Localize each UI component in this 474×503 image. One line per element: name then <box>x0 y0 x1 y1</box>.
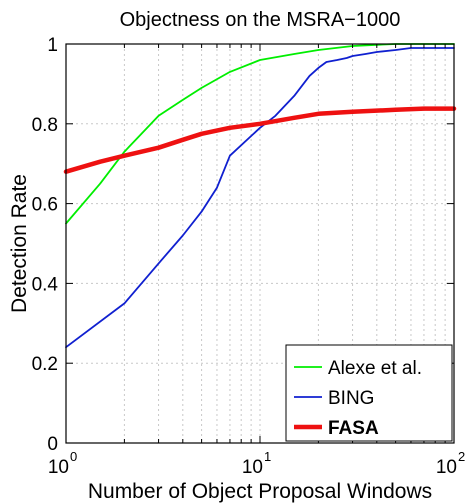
legend-entry: FASA <box>294 418 379 439</box>
legend-label: BING <box>328 388 374 409</box>
y-tick-label: 0.6 <box>32 195 58 216</box>
x-tick-label: 100 <box>48 449 77 478</box>
y-tick-label: 1 <box>47 35 58 56</box>
y-tick-label: 0 <box>47 434 58 455</box>
legend-label: Alexe et al. <box>328 358 422 379</box>
legend-label: FASA <box>328 418 379 439</box>
series-line-bing <box>65 47 455 349</box>
x-tick-base: 10 <box>242 457 263 478</box>
x-axis-label: Number of Object Proposal Windows <box>88 480 432 503</box>
x-tick-base: 10 <box>436 457 457 478</box>
legend: Alexe et al. BING FASA <box>285 344 453 442</box>
x-tick-base: 10 <box>48 457 69 478</box>
y-axis-label: Detection Rate <box>8 174 31 313</box>
y-tick-label: 0.2 <box>32 354 58 375</box>
legend-entry: BING <box>294 388 374 409</box>
x-tick-exponent: 0 <box>70 449 77 464</box>
x-tick-label: 101 <box>242 449 271 478</box>
y-tick-label: 0.8 <box>32 115 58 136</box>
x-tick-label: 102 <box>436 449 465 478</box>
x-tick-exponent: 1 <box>264 449 271 464</box>
chart-title: Objectness on the MSRA−1000 <box>120 9 401 31</box>
legend-entry: Alexe et al. <box>294 358 422 379</box>
y-tick-label: 0.4 <box>32 274 59 295</box>
x-tick-exponent: 2 <box>458 449 465 464</box>
series-line-fasa <box>63 106 457 174</box>
y-tick-labels: 0 0.2 0.4 0.6 0.8 1 <box>32 35 59 455</box>
